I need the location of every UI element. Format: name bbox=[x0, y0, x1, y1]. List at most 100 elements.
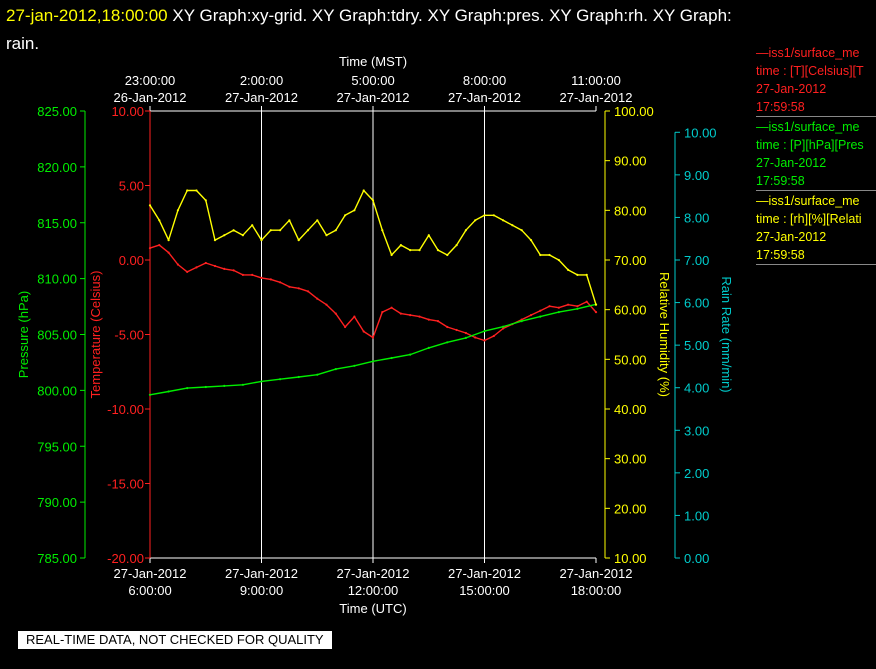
legend-source: —iss1/surface_me bbox=[756, 46, 860, 60]
rain-tick-label: 5.00 bbox=[684, 338, 709, 353]
temperature-data-point bbox=[399, 312, 402, 315]
humidity-data-point bbox=[529, 239, 533, 242]
temperature-data-point bbox=[334, 312, 337, 315]
x-bottom-tick-date: 27-Jan-2012 bbox=[560, 566, 633, 581]
legend-entry-pressure: —iss1/surface_me time : [P][hPa][Pres 27… bbox=[756, 118, 876, 191]
x-bottom-tick-time: 15:00:00 bbox=[459, 583, 510, 598]
pressure-data-point bbox=[390, 356, 393, 360]
pressure-data-point bbox=[409, 353, 412, 356]
x-bottom-tick-date: 27-Jan-2012 bbox=[448, 566, 521, 581]
humidity-tick-label: 30.00 bbox=[614, 452, 647, 467]
pressure-data-point bbox=[223, 384, 226, 387]
temperature-data-point bbox=[539, 309, 542, 312]
humidity-data-point bbox=[427, 234, 430, 237]
temperature-data-point bbox=[353, 315, 356, 318]
humidity-axis-title: Relative Humidity (%) bbox=[657, 272, 672, 397]
pressure-data-point bbox=[167, 390, 170, 393]
legend-variable: time : [P][hPa][Pres bbox=[756, 138, 864, 152]
pressure-tick-label: 825.00 bbox=[37, 104, 77, 119]
humidity-data-point bbox=[148, 204, 152, 207]
rain-tick-label: 3.00 bbox=[684, 423, 709, 438]
humidity-data-point bbox=[186, 189, 189, 192]
humidity-data-point bbox=[594, 303, 598, 306]
temperature-data-point bbox=[483, 339, 486, 342]
pressure-axis-title: Pressure (hPa) bbox=[16, 291, 31, 378]
rain-tick-label: 0.00 bbox=[684, 551, 709, 566]
x-bottom-tick-time: 12:00:00 bbox=[348, 583, 399, 598]
rain-tick-label: 1.00 bbox=[684, 508, 709, 523]
temperature-data-point bbox=[176, 263, 179, 266]
pressure-data-point bbox=[260, 380, 263, 383]
quality-disclaimer: REAL-TIME DATA, NOT CHECKED FOR QUALITY bbox=[18, 631, 332, 649]
humidity-tick-label: 70.00 bbox=[614, 253, 647, 268]
humidity-tick-label: 90.00 bbox=[614, 154, 647, 169]
pressure-data-point bbox=[576, 307, 579, 310]
pressure-data-point bbox=[241, 383, 244, 386]
humidity-data-point bbox=[446, 253, 449, 257]
x-bottom-tick-date: 27-Jan-2012 bbox=[225, 566, 298, 581]
x-bottom-tick-time: 9:00:00 bbox=[240, 583, 283, 598]
humidity-tick-label: 100.00 bbox=[614, 104, 654, 119]
temperature-data-point bbox=[288, 285, 291, 288]
humidity-data-point bbox=[232, 229, 235, 232]
graph-title: 27-jan-2012,18:00:00 XY Graph:xy-grid. X… bbox=[6, 2, 866, 58]
pressure-data-point bbox=[502, 325, 505, 328]
x-bottom-tick-date: 27-Jan-2012 bbox=[337, 566, 410, 581]
humidity-data-point bbox=[223, 234, 226, 237]
humidity-data-point bbox=[362, 189, 365, 192]
pressure-data-point bbox=[371, 360, 375, 363]
temperature-data-point bbox=[409, 314, 412, 317]
pressure-tick-label: 815.00 bbox=[37, 216, 77, 231]
humidity-data-point bbox=[511, 224, 514, 227]
temperature-data-point bbox=[427, 318, 430, 321]
temperature-data-point bbox=[213, 264, 217, 268]
temperature-axis-title: Temperature (Celsius) bbox=[88, 271, 103, 399]
legend-time: 17:59:58 bbox=[756, 100, 805, 114]
x-bottom-axis-label: Time (UTC) bbox=[339, 601, 406, 616]
title-graph-list: XY Graph:xy-grid. XY Graph:tdry. XY Grap… bbox=[172, 6, 732, 25]
humidity-tick-label: 80.00 bbox=[614, 203, 647, 218]
humidity-data-point bbox=[167, 239, 170, 242]
pressure-data-point bbox=[186, 387, 189, 390]
humidity-data-point bbox=[325, 234, 328, 237]
temperature-data-point bbox=[594, 311, 598, 314]
x-top-tick-time: 5:00:00 bbox=[351, 73, 394, 88]
humidity-data-point bbox=[576, 273, 579, 276]
humidity-data-point bbox=[455, 244, 458, 247]
x-bottom-tick-time: 18:00:00 bbox=[571, 583, 622, 598]
legend-time: 17:59:58 bbox=[756, 174, 805, 188]
temperature-data-point bbox=[371, 336, 375, 339]
legend-variable: time : [T][Celsius][T bbox=[756, 64, 864, 78]
humidity-data-point bbox=[492, 214, 495, 217]
humidity-data-point bbox=[316, 219, 319, 222]
x-top-tick-date: 27-Jan-2012 bbox=[560, 90, 633, 105]
pressure-data-point bbox=[557, 311, 560, 314]
x-bottom-tick-time: 6:00:00 bbox=[128, 583, 171, 598]
temperature-data-point bbox=[204, 261, 207, 265]
temperature-data-point bbox=[260, 276, 263, 279]
pressure-tick-label: 800.00 bbox=[37, 383, 77, 398]
temperature-data-point bbox=[279, 281, 282, 284]
x-bottom-tick-date: 27-Jan-2012 bbox=[114, 566, 187, 581]
temperature-tick-label: 10.00 bbox=[111, 104, 144, 119]
legend-entry-temperature: —iss1/surface_me time : [T][Celsius][T 2… bbox=[756, 44, 876, 117]
humidity-data-point bbox=[344, 214, 347, 217]
pressure-data-point bbox=[148, 393, 152, 396]
humidity-data-point bbox=[436, 249, 440, 252]
temperature-data-point bbox=[223, 267, 226, 270]
legend-source: —iss1/surface_me bbox=[756, 120, 860, 134]
humidity-data-point bbox=[390, 253, 393, 257]
pressure-tick-label: 810.00 bbox=[37, 272, 77, 287]
humidity-data-point bbox=[548, 253, 551, 257]
x-top-tick-time: 11:00:00 bbox=[571, 73, 621, 88]
temperature-data-point bbox=[306, 290, 310, 293]
x-top-tick-date: 27-Jan-2012 bbox=[337, 90, 410, 105]
temperature-data-point bbox=[436, 320, 440, 323]
x-top-axis-label: Time (MST) bbox=[339, 54, 407, 69]
pressure-data-point bbox=[353, 364, 356, 367]
humidity-data-point bbox=[288, 219, 291, 222]
temperature-data-point bbox=[464, 331, 467, 335]
temperature-tick-label: -5.00 bbox=[114, 328, 144, 343]
temperature-data-point bbox=[158, 244, 161, 247]
temperature-data-point bbox=[585, 300, 588, 303]
